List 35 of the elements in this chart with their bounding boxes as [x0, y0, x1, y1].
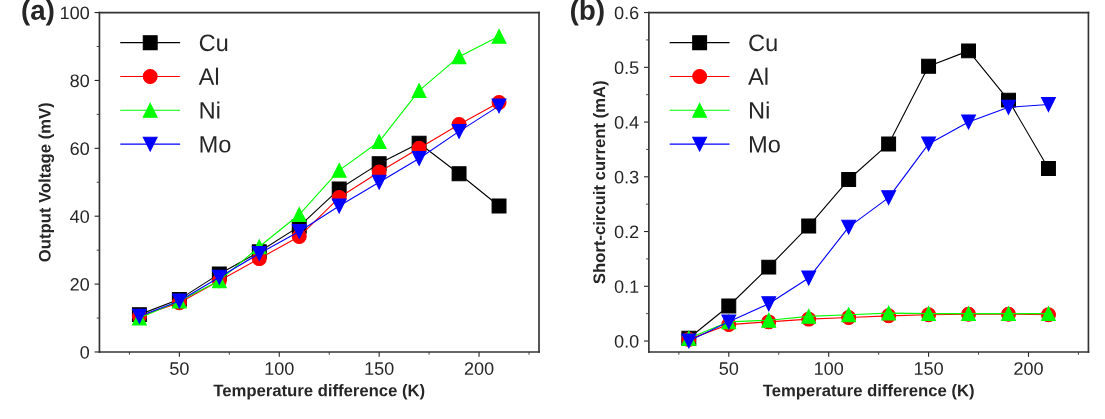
y-tick-label: 80: [70, 74, 90, 88]
legend-label: Mo: [749, 136, 780, 153]
y-tick-label: 0.6: [614, 6, 639, 20]
legend-label: Cu: [199, 34, 228, 52]
y-tick-label: 40: [70, 210, 90, 223]
y-tick-label: 0.4: [614, 115, 639, 129]
legend-label: Al: [198, 67, 219, 85]
legend-label: Al: [748, 67, 768, 85]
y-tick-label: 0.3: [614, 170, 639, 184]
x-tick-label: 150: [914, 362, 943, 375]
legend-label: Ni: [749, 101, 769, 119]
x-tick-label: 200: [1014, 362, 1043, 375]
x-axis-title: Temperature difference (K): [762, 384, 974, 400]
y-tick-label: 0.0: [614, 334, 639, 348]
x-axis-title: Temperature difference (K): [213, 384, 425, 400]
legend-label: Ni: [200, 101, 220, 119]
y-axis-title: Output Voltage (mV): [38, 103, 55, 262]
y-tick-label: 0.1: [614, 280, 639, 293]
x-tick-label: 200: [464, 362, 494, 375]
y-tick-label: 100: [60, 6, 90, 20]
text: (b): [571, 0, 604, 26]
x-tick-label: 50: [170, 362, 189, 375]
y-tick-label: 0: [80, 345, 90, 359]
y-tick-label: 20: [70, 278, 90, 291]
legend-label: Cu: [749, 34, 777, 52]
x-tick-label: 100: [815, 362, 844, 375]
x-tick-label: 150: [365, 362, 394, 375]
y-axis-title: Short-circuit current (mA): [592, 81, 609, 284]
x-tick-label: 100: [265, 362, 294, 375]
y-tick-label: 0.5: [614, 61, 639, 75]
text: (a): [22, 0, 54, 26]
y-tick-label: 60: [70, 142, 90, 156]
x-tick-label: 50: [719, 362, 739, 375]
y-tick-label: 0.2: [614, 225, 639, 239]
legend-label: Mo: [200, 136, 231, 153]
